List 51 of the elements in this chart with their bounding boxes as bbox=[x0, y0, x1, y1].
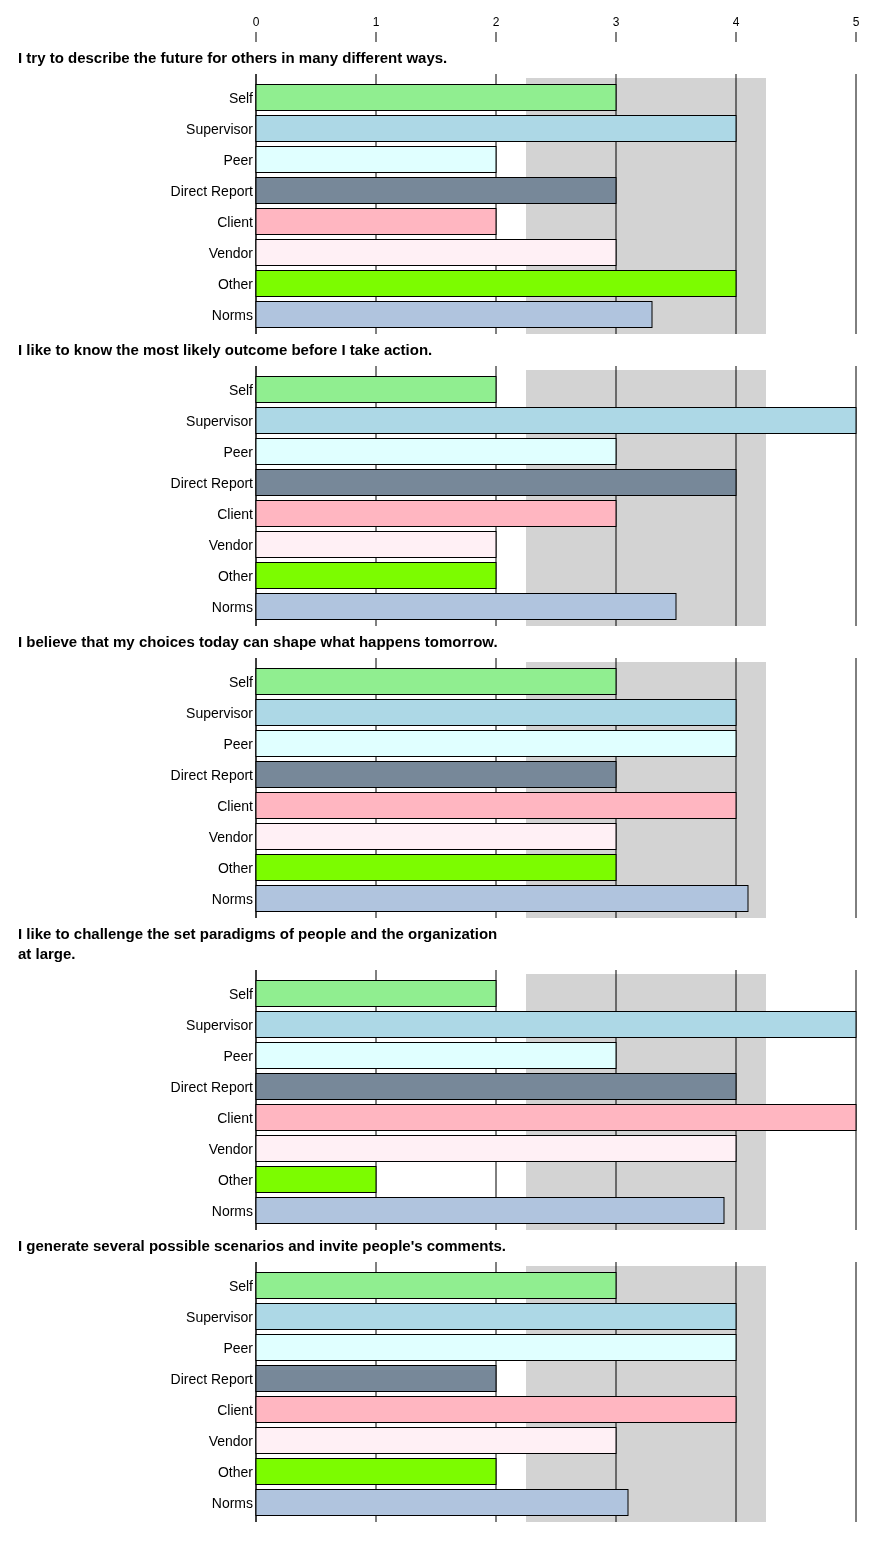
y-tick-label: Client bbox=[217, 1109, 254, 1126]
y-tick-label: Supervisor bbox=[186, 704, 254, 721]
chart-title: I like to challenge the set paradigms of people and the organization at large. bbox=[18, 925, 498, 962]
chart-title: I like to know the most likely outcome before I take action. bbox=[18, 341, 433, 358]
y-tick-label: Peer bbox=[223, 1047, 254, 1064]
y-tick-label: Norms bbox=[211, 890, 253, 907]
y-tick-label: Norms bbox=[211, 1202, 253, 1219]
y-tick-label: Norms bbox=[211, 306, 253, 323]
y-tick-label: Norms bbox=[211, 598, 253, 615]
y-tick-label: Vendor bbox=[208, 1432, 254, 1449]
y-tick-label: Peer bbox=[223, 1339, 254, 1356]
y-tick-label: Other bbox=[217, 275, 254, 292]
y-tick-label: Supervisor bbox=[186, 1308, 254, 1325]
y-tick-label: Other bbox=[217, 859, 254, 876]
y-tick-label: Self bbox=[228, 381, 254, 398]
y-tick-label: Direct Report bbox=[170, 1078, 254, 1095]
x-tick-label: 0 bbox=[252, 15, 260, 29]
y-tick-label: Vendor bbox=[208, 536, 254, 553]
y-tick-label: Peer bbox=[223, 735, 254, 752]
y-tick-label: Direct Report bbox=[170, 766, 254, 783]
y-tick-label: Supervisor bbox=[186, 1016, 254, 1033]
y-tick-label: Self bbox=[228, 673, 254, 690]
x-tick-label: 5 bbox=[852, 15, 860, 29]
y-tick-label: Self bbox=[228, 1277, 254, 1294]
y-tick-label: Norms bbox=[211, 1494, 253, 1511]
y-tick-label: Peer bbox=[223, 443, 254, 460]
chart-title: I try to describe the future for others in many different ways. bbox=[18, 49, 448, 66]
chart-title: I generate several possible scenarios and invite people's comments. bbox=[18, 1237, 506, 1254]
y-tick-label: Vendor bbox=[208, 1140, 254, 1157]
y-tick-label: Direct Report bbox=[170, 182, 254, 199]
y-tick-label: Direct Report bbox=[170, 1370, 254, 1387]
y-tick-label: Client bbox=[217, 505, 254, 522]
y-tick-label: Direct Report bbox=[170, 474, 254, 491]
y-tick-label: Client bbox=[217, 1401, 254, 1418]
x-tick-label: 3 bbox=[612, 15, 620, 29]
y-tick-label: Client bbox=[217, 213, 254, 230]
y-tick-label: Vendor bbox=[208, 244, 254, 261]
x-tick-label: 4 bbox=[732, 15, 740, 29]
y-tick-label: Supervisor bbox=[186, 120, 254, 137]
chart-title: I believe that my choices today can shape what happens tomorrow. bbox=[18, 633, 498, 650]
y-tick-label: Peer bbox=[223, 151, 254, 168]
y-tick-label: Client bbox=[217, 797, 254, 814]
y-tick-label: Other bbox=[217, 567, 254, 584]
x-tick-label: 1 bbox=[372, 15, 380, 29]
y-tick-label: Self bbox=[228, 89, 254, 106]
y-tick-label: Other bbox=[217, 1171, 254, 1188]
y-tick-label: Self bbox=[228, 985, 254, 1002]
y-tick-label: Other bbox=[217, 1463, 254, 1480]
y-tick-label: Vendor bbox=[208, 828, 254, 845]
x-tick-label: 2 bbox=[492, 15, 500, 29]
y-tick-label: Supervisor bbox=[186, 412, 254, 429]
